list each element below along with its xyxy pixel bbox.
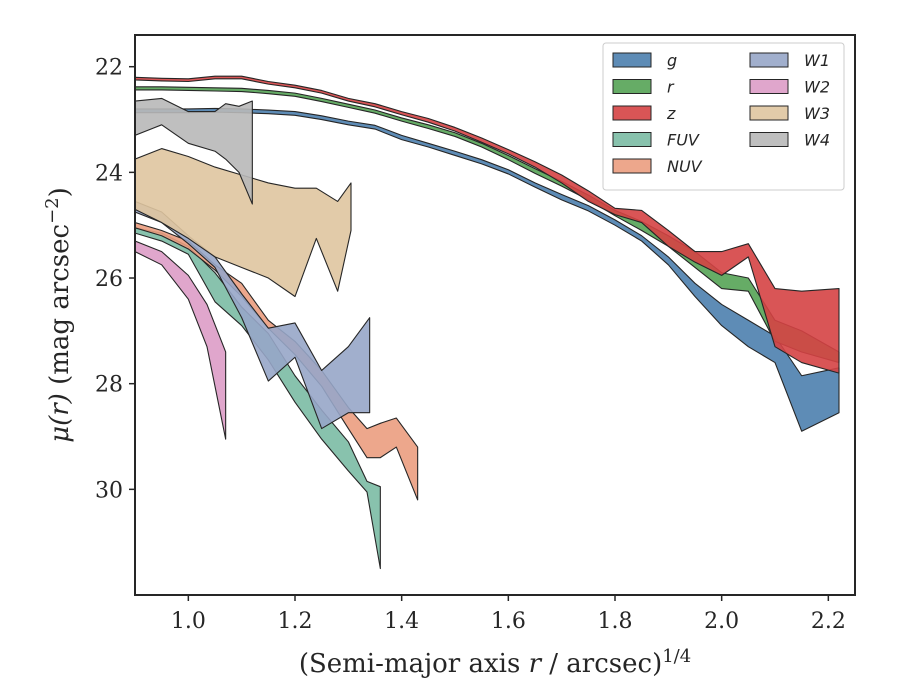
legend: grz FUV NUV W1 W2 W3 W4	[602, 42, 845, 191]
legend-label-fuv: FUV	[667, 131, 700, 150]
legend-swatch-w3	[749, 105, 789, 121]
legend-label-r: r	[667, 78, 675, 97]
x-axis-title: (Semi-major axis r / arcsec)1/4	[299, 646, 691, 680]
x-tick-label: 2.2	[811, 609, 846, 634]
legend-swatch-g	[612, 52, 652, 68]
y-axis-title: μ(r) (mag arcsec−2)	[42, 187, 76, 443]
x-tick-label: 1.4	[384, 609, 419, 634]
plot-frame	[134, 34, 856, 596]
band-w1	[135, 200, 371, 430]
band-layer	[135, 75, 840, 570]
x-tick-label: 1.0	[171, 609, 206, 634]
band-w4	[135, 97, 253, 205]
legend-swatch-w1	[749, 52, 789, 68]
legend-label-w1: W1	[804, 51, 830, 70]
legend-label-w2: W2	[804, 78, 830, 97]
band-z	[135, 75, 840, 374]
y-tick-label: 24	[95, 161, 123, 186]
legend-swatch-nuv	[612, 158, 652, 174]
y-tick-label: 28	[95, 373, 123, 398]
y-axis: 22 24 26 28 30	[95, 56, 135, 503]
legend-swatch-w4	[749, 132, 789, 147]
legend-label-nuv: NUV	[667, 157, 703, 176]
band-w3	[135, 148, 352, 298]
y-tick-label: 30	[95, 478, 123, 503]
band-w2	[135, 240, 227, 440]
legend-label-g: g	[667, 51, 677, 70]
y-tick-label: 26	[95, 267, 123, 292]
x-tick-label: 1.2	[278, 609, 313, 634]
legend-label-w3: W3	[804, 104, 830, 123]
x-axis: 1.0 1.2 1.4 1.6 1.8 2.0 2.2	[171, 595, 846, 634]
legend-swatch-r	[612, 79, 652, 94]
legend-swatch-fuv	[612, 132, 652, 147]
band-g	[135, 107, 840, 432]
legend-swatch-w2	[749, 79, 789, 94]
x-tick-label: 2.0	[704, 609, 739, 634]
x-tick-label: 1.6	[491, 609, 526, 634]
x-tick-label: 1.8	[598, 609, 633, 634]
y-tick-label: 22	[95, 56, 123, 81]
legend-swatch-z	[612, 105, 652, 121]
legend-label-w4: W4	[804, 131, 830, 150]
legend-label-z: z	[666, 104, 676, 123]
